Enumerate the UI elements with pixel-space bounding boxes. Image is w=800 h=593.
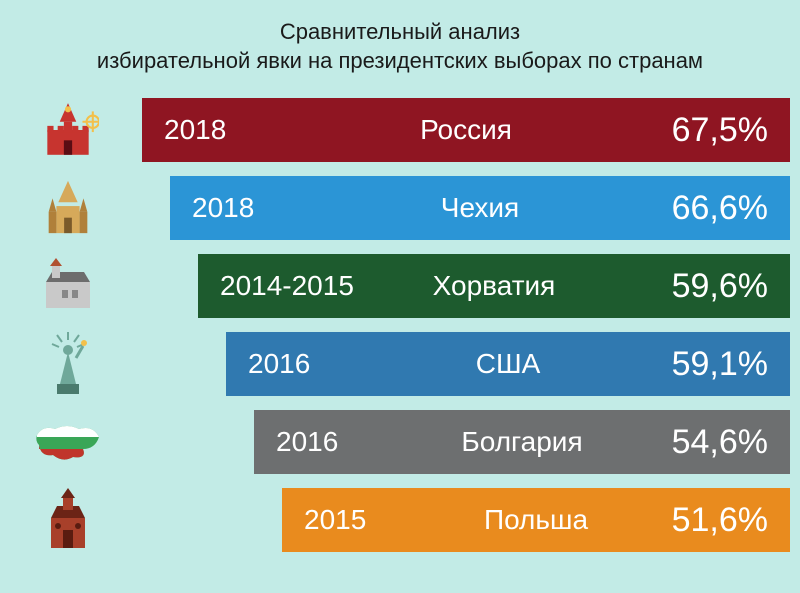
bar-value: 54,6% <box>672 423 768 462</box>
turnout-bar: 2015 Польша 51,6% <box>282 488 790 552</box>
bar-value: 67,5% <box>672 111 768 150</box>
bar-country: Хорватия <box>433 270 556 302</box>
bar-row: 2016 Болгария 54,6% <box>0 410 800 474</box>
bar-year: 2018 <box>192 192 254 224</box>
fortress-icon <box>14 254 122 318</box>
bar-year: 2014-2015 <box>220 270 354 302</box>
bar-row: 2018 Чехия 66,6% <box>0 176 800 240</box>
church-icon <box>14 488 122 552</box>
liberty-icon <box>14 332 122 396</box>
bar-year: 2018 <box>164 114 226 146</box>
bar-year: 2016 <box>248 348 310 380</box>
bulgaria-icon <box>14 410 122 474</box>
turnout-bar-chart: 2018 Россия 67,5% 2018 Чехия 66,6% 2014-2015… <box>0 98 800 566</box>
title-line-1: Сравнительный анализ <box>280 19 520 44</box>
bar-country: Чехия <box>441 192 519 224</box>
bar-country: Польша <box>484 504 588 536</box>
title-line-2: избирательной явки на президентских выбо… <box>97 48 703 73</box>
bar-value: 51,6% <box>672 501 768 540</box>
chart-title: Сравнительный анализ избирательной явки … <box>0 0 800 75</box>
turnout-bar: 2018 Чехия 66,6% <box>170 176 790 240</box>
bar-country: США <box>476 348 541 380</box>
bar-row: 2018 Россия 67,5% <box>0 98 800 162</box>
bar-value: 59,6% <box>672 267 768 306</box>
kremlin-icon <box>14 98 122 162</box>
bar-year: 2015 <box>304 504 366 536</box>
turnout-bar: 2018 Россия 67,5% <box>142 98 790 162</box>
bar-country: Болгария <box>461 426 582 458</box>
bar-row: 2015 Польша 51,6% <box>0 488 800 552</box>
cathedral-icon <box>14 176 122 240</box>
bar-row: 2016 США 59,1% <box>0 332 800 396</box>
turnout-bar: 2016 США 59,1% <box>226 332 790 396</box>
turnout-bar: 2014-2015 Хорватия 59,6% <box>198 254 790 318</box>
bar-year: 2016 <box>276 426 338 458</box>
bar-country: Россия <box>420 114 512 146</box>
bar-value: 66,6% <box>672 189 768 228</box>
bar-row: 2014-2015 Хорватия 59,6% <box>0 254 800 318</box>
turnout-bar: 2016 Болгария 54,6% <box>254 410 790 474</box>
bar-value: 59,1% <box>672 345 768 384</box>
